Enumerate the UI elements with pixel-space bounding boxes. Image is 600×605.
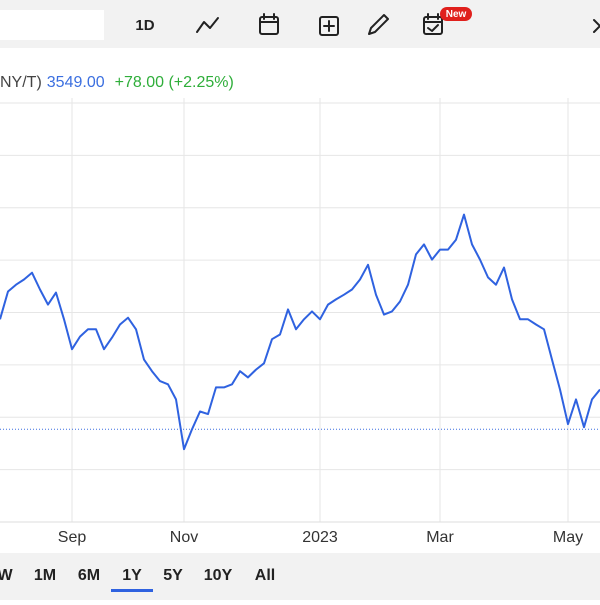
range-buttons: W 1M 6M 1Y 5Y 10Y All: [0, 567, 275, 592]
range-bar: [0, 553, 600, 600]
change: +78.00 (+2.25%): [115, 74, 234, 91]
interval-button[interactable]: 1D: [135, 17, 154, 34]
chart-type-icon[interactable]: [196, 17, 219, 33]
x-tick-label: Mar: [426, 529, 454, 546]
new-badge: [440, 7, 472, 21]
events-icon[interactable]: [423, 13, 443, 35]
price-line: [0, 213, 600, 451]
search-box[interactable]: [0, 10, 104, 40]
x-tick-label: Sep: [58, 529, 87, 546]
range-button[interactable]: 6M: [78, 567, 100, 584]
draw-icon[interactable]: [368, 14, 389, 35]
calendar-icon[interactable]: [259, 13, 279, 35]
add-icon[interactable]: [319, 16, 339, 36]
fullscreen-icon[interactable]: [593, 19, 600, 33]
range-button[interactable]: All: [255, 567, 275, 584]
range-button[interactable]: W: [0, 567, 13, 584]
quote-line: NY/T) 3549.00 +78.00 (+2.25%): [0, 74, 234, 91]
range-button[interactable]: 5Y: [163, 567, 183, 584]
range-button[interactable]: 1M: [34, 567, 56, 584]
range-button[interactable]: 10Y: [204, 567, 233, 584]
symbol: NY/T): [0, 74, 42, 91]
active-underline: [111, 589, 153, 592]
x-tick-label: Nov: [170, 529, 198, 546]
x-tick-label: May: [553, 529, 583, 546]
range-button[interactable]: 1Y: [122, 567, 142, 584]
plot: [0, 213, 600, 451]
grid: [0, 98, 600, 523]
price: 3549.00: [47, 74, 105, 91]
new-badge-text: New: [446, 9, 467, 20]
x-tick-label: 2023: [302, 529, 338, 546]
